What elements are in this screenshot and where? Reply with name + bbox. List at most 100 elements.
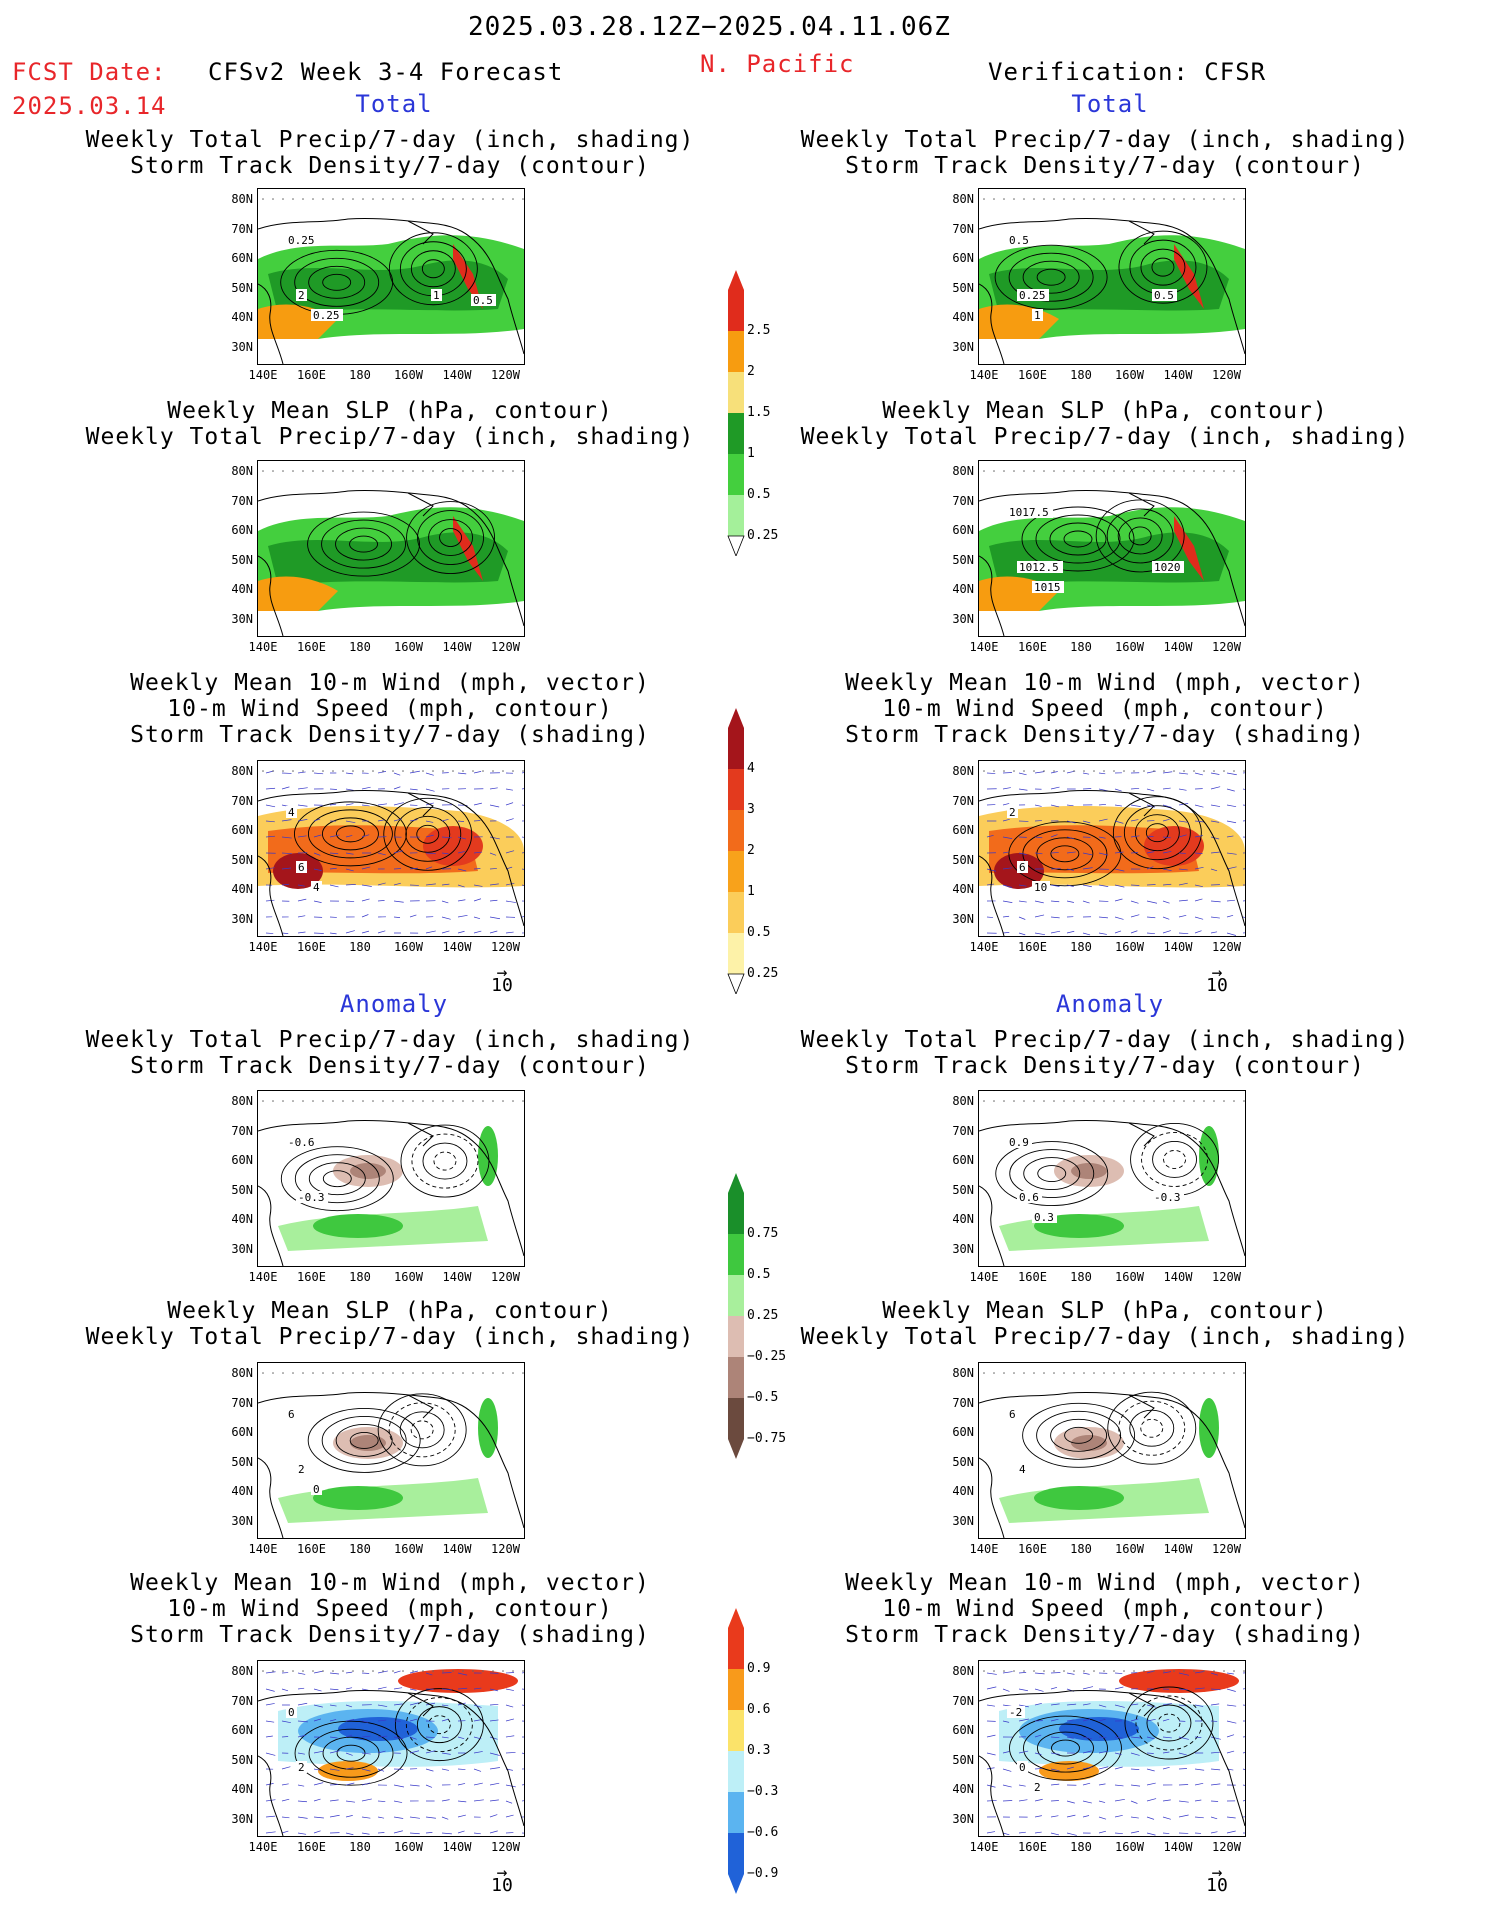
wind-vector <box>297 1800 308 1803</box>
arctic-dot <box>342 770 344 772</box>
wind-vector <box>1050 1686 1058 1690</box>
arctic-dot <box>1193 1670 1195 1672</box>
arctic-dot <box>482 1670 484 1672</box>
coastline <box>979 217 1245 355</box>
wind-vector <box>361 1798 372 1802</box>
coastline <box>258 1119 524 1257</box>
contour-line <box>1151 257 1175 277</box>
wind-vector <box>1082 1750 1092 1754</box>
contour-line <box>1023 1157 1081 1191</box>
coastline <box>407 1394 434 1419</box>
wind-vector <box>1002 836 1013 839</box>
wind-vector <box>1162 804 1172 808</box>
arctic-dot <box>1123 1100 1125 1102</box>
shade-region <box>1174 516 1204 581</box>
arctic-dot <box>272 1100 274 1102</box>
arctic-dot <box>1113 1670 1115 1672</box>
wind-vector <box>1066 900 1074 903</box>
wind-vector <box>313 1798 321 1802</box>
wind-vector <box>1114 820 1124 824</box>
contour-line <box>416 1706 462 1744</box>
wind-vector <box>1034 804 1042 807</box>
map-obs-anom-precip: 0.9 0.6 0.3 -0.3 <box>978 1090 1246 1267</box>
arctic-dot <box>292 1670 294 1672</box>
wind-vector <box>1210 1831 1218 1834</box>
lat-label: 30N <box>231 611 253 626</box>
wind-vector <box>505 900 516 903</box>
wind-vector <box>1114 868 1125 872</box>
arctic-dot <box>452 770 454 772</box>
colorbar-label: 0.25 <box>747 966 779 981</box>
arctic-dot <box>1173 770 1175 772</box>
arctic-dot <box>372 1100 374 1102</box>
wind-vector <box>1194 1782 1204 1786</box>
wind-vector <box>1082 867 1093 870</box>
contour-line <box>1118 1400 1186 1456</box>
arctic-dot <box>1093 1100 1095 1102</box>
wind-vector <box>1098 1736 1107 1739</box>
wind-vector <box>425 1768 434 1772</box>
arctic-dot <box>382 770 384 772</box>
contour-line <box>307 809 393 859</box>
arctic-dot <box>1103 1670 1105 1672</box>
wind-vector <box>1242 1688 1245 1690</box>
wind-vector <box>345 1752 353 1756</box>
coastline <box>407 220 434 245</box>
contour-label: 0.6 <box>1019 1191 1039 1204</box>
contour-label: 2 <box>298 289 305 302</box>
contour-label-bg <box>1017 561 1063 573</box>
wind-vector <box>393 1830 403 1834</box>
wind-vector <box>1146 866 1154 870</box>
arctic-dot <box>1243 198 1245 200</box>
wind-vector <box>361 1720 369 1723</box>
colorbar-label: 0.6 <box>747 1702 771 1717</box>
arctic-dot <box>1203 1100 1205 1102</box>
arctic-dot <box>1133 1100 1135 1102</box>
wind-vector <box>425 883 436 886</box>
arctic-dot <box>282 198 284 200</box>
arctic-dot <box>983 470 985 472</box>
wind-vector <box>1130 804 1141 807</box>
wind-vector <box>1082 1686 1094 1690</box>
title-obs-total-wind: Weekly Mean 10-m Wind (mph, vector) 10-m … <box>845 670 1365 748</box>
colorbar-cap <box>728 1173 744 1193</box>
wind-vector <box>1146 900 1158 904</box>
contour-label: 6 <box>298 861 305 874</box>
wind-vector <box>1018 1831 1026 1834</box>
wind-vector <box>1050 930 1061 934</box>
wind-vector <box>1098 1783 1106 1786</box>
arctic-dot <box>1043 198 1045 200</box>
colorbar-segment <box>728 1792 744 1833</box>
arctic-dot <box>512 1372 514 1374</box>
wind-vector <box>1050 916 1060 919</box>
wind-vector <box>441 1704 449 1707</box>
wind-vector <box>297 1702 308 1706</box>
shade-region <box>1199 1398 1219 1458</box>
wind-vector <box>377 771 387 774</box>
wind-vector <box>345 772 353 775</box>
lat-label: 50N <box>952 1182 974 1197</box>
arctic-dot <box>442 770 444 772</box>
arctic-dot <box>993 470 995 472</box>
section-anomaly-obs: Anomaly <box>1055 990 1165 1018</box>
contour-line <box>321 519 407 569</box>
arctic-dot <box>1243 1372 1245 1374</box>
wind-vector <box>1194 1687 1205 1690</box>
wind-vector <box>297 1752 305 1755</box>
arctic-dot <box>362 1100 364 1102</box>
colorbar-label: 1.5 <box>747 405 771 420</box>
wind-vector <box>986 1734 996 1738</box>
contour-line <box>433 1151 457 1171</box>
lon-label: 160W <box>394 368 423 382</box>
arctic-dot <box>492 1670 494 1672</box>
lon-label: 160E <box>297 1270 326 1284</box>
wind-vector <box>489 836 500 840</box>
lat-label: 60N <box>231 823 253 837</box>
wind-vector <box>297 818 308 822</box>
arctic-dot <box>1163 1372 1165 1374</box>
wind-vector <box>1114 1672 1123 1674</box>
wind-vector <box>521 772 524 774</box>
contour-line <box>1124 1686 1214 1760</box>
wind-vector <box>329 852 339 855</box>
wind-vector <box>265 932 274 934</box>
